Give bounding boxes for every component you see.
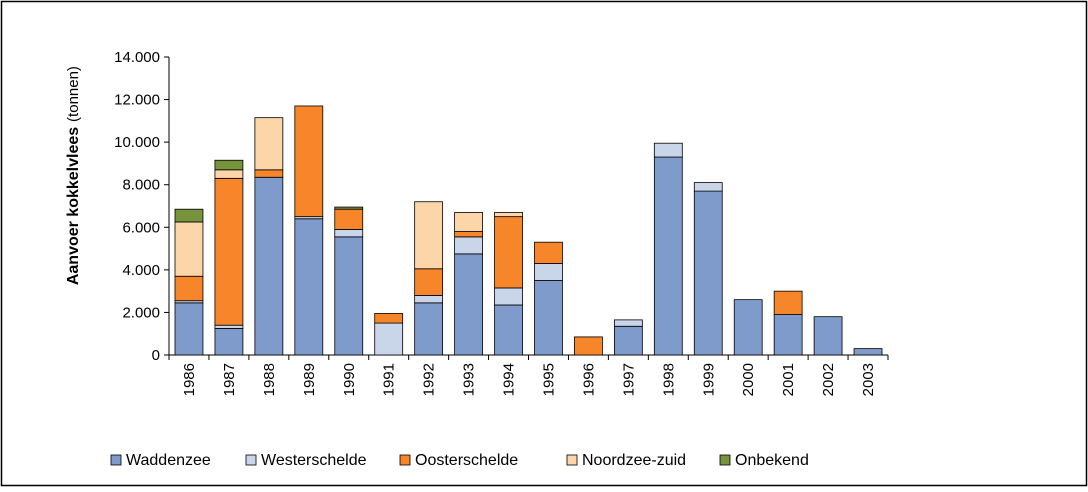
x-tick-label: 1988 — [261, 363, 278, 396]
bar-segment — [174, 275, 204, 302]
bar-segment — [613, 319, 643, 327]
bar-segment — [853, 348, 883, 356]
x-tick-label: 1990 — [341, 363, 358, 396]
bar-segment — [494, 216, 523, 289]
bar-segment — [174, 208, 204, 223]
y-tick-label: 10.000 — [114, 134, 160, 151]
legend-swatch — [719, 454, 731, 466]
bar-segment — [174, 302, 204, 356]
y-axis-title: Aanvoer kokkelvlees — [65, 127, 82, 285]
x-tick-label: 1996 — [580, 363, 597, 396]
bar-segment — [254, 176, 284, 356]
y-axis-unit: (tonnen) — [65, 66, 82, 122]
bar-segment — [494, 304, 523, 356]
x-tick-label: 1987 — [221, 363, 238, 396]
legend-swatch — [399, 454, 411, 466]
bar-segment — [214, 327, 244, 356]
bar-segment — [374, 322, 404, 356]
legend-label: Waddenzee — [126, 452, 211, 469]
x-tick-label: 1992 — [421, 363, 438, 396]
bar-segment — [174, 221, 204, 277]
bar-segment — [494, 211, 523, 218]
bar-segment — [414, 302, 444, 356]
y-tick-label: 12.000 — [114, 92, 160, 109]
bar-segment — [334, 208, 364, 230]
y-tick-label: 0 — [152, 347, 160, 364]
bar-segment — [414, 268, 444, 296]
x-tick-label: 1991 — [381, 363, 398, 396]
bar-segment — [414, 201, 444, 270]
bar-segment — [254, 169, 284, 178]
x-tick-label: 2000 — [740, 363, 757, 396]
bar-segment — [334, 236, 364, 356]
bar-segment — [294, 105, 324, 218]
x-tick-label: 1986 — [181, 363, 198, 396]
bar-segment — [693, 190, 723, 356]
legend-label: Oosterschelde — [415, 452, 518, 469]
bar-segment — [454, 211, 483, 232]
bar-segment — [574, 336, 603, 356]
x-tick-label: 1998 — [660, 363, 677, 396]
y-tick-label: 2.000 — [122, 304, 160, 321]
bar-segment — [813, 316, 843, 356]
x-tick-label: 2003 — [860, 363, 877, 396]
legend-swatch — [110, 454, 122, 466]
legend-label: Onbekend — [735, 452, 809, 469]
bar-segment — [534, 280, 563, 356]
x-tick-label: 2001 — [780, 363, 797, 396]
x-tick-label: 1999 — [700, 363, 717, 396]
legend-label: Noordzee-zuid — [582, 452, 686, 469]
bar-segment — [773, 314, 803, 356]
x-tick-label: 1993 — [461, 363, 478, 396]
bar-segment — [534, 241, 563, 264]
x-tick-label: 1989 — [301, 363, 318, 396]
bar-segment — [653, 142, 683, 158]
bar-segment — [374, 313, 404, 324]
bar-segment — [214, 169, 244, 179]
bar-segment — [214, 159, 244, 171]
bar-segment — [693, 182, 723, 192]
bar-segment — [334, 206, 364, 210]
y-tick-label: 14.000 — [114, 49, 160, 66]
bar-segment — [414, 294, 444, 304]
bar-segment — [454, 236, 483, 255]
bar-segment — [454, 231, 483, 238]
x-tick-label: 2002 — [820, 363, 837, 396]
bar-segment — [254, 117, 284, 171]
legend-swatch — [566, 454, 578, 466]
bar-segment — [613, 325, 643, 356]
y-tick-label: 6.000 — [122, 219, 160, 236]
bar-segment — [214, 177, 244, 326]
y-tick-label: 4.000 — [122, 262, 160, 279]
legend-swatch — [245, 454, 257, 466]
x-tick-label: 1994 — [501, 363, 518, 396]
bar-segment — [534, 263, 563, 281]
y-tick-label: 8.000 — [122, 177, 160, 194]
bar-segment — [214, 324, 244, 329]
bar-segment — [334, 229, 364, 238]
bar-segment — [294, 218, 324, 356]
x-tick-label: 1997 — [620, 363, 637, 396]
bar-segment — [454, 253, 483, 356]
bar-segment — [773, 290, 803, 315]
x-tick-label: 1995 — [540, 363, 557, 396]
bar-segment — [653, 156, 683, 356]
legend-label: Westerschelde — [261, 452, 367, 469]
bar-segment — [494, 287, 523, 306]
bar-segment — [733, 299, 763, 356]
